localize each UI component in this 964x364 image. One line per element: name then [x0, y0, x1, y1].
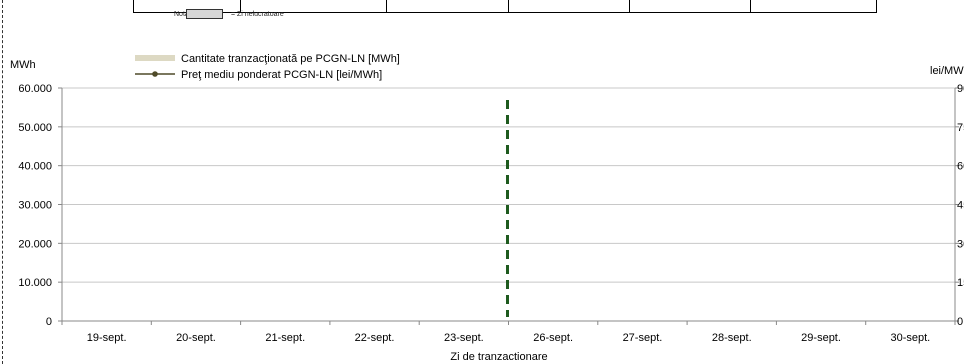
page-left-border: [2, 0, 3, 364]
table-column-divider: [629, 0, 630, 12]
x-tick-label: 28-sept.: [712, 332, 752, 344]
note-label: Nota:: [174, 11, 191, 18]
y-tick-label-left: 60.000: [18, 83, 52, 95]
y-tick-label-left: 30.000: [18, 200, 52, 212]
y-tick-label-left: 10.000: [18, 277, 52, 289]
legend: Cantitate tranzacţionată pe PCGN-LN [MWh…: [135, 53, 400, 81]
y-tick-label-right: 0: [957, 316, 963, 328]
table-column-divider: [750, 0, 751, 12]
y-tick-label-right: 75: [957, 122, 964, 134]
y-tick-labels-left: 0 10.000 20.000 30.000 40.000 50.000 60.000: [18, 83, 52, 328]
y-tick-label-right: 15: [957, 277, 964, 289]
note-text: = Zi nelucratoare: [231, 11, 284, 18]
x-tick-labels: 19-sept. 20-sept. 21-sept. 22-sept. 23-sept.…: [87, 332, 930, 344]
legend-swatch-quantity: [135, 55, 175, 61]
header-table-bottom-edge: [133, 0, 877, 13]
y-tick-label-right: 90: [957, 83, 964, 95]
y-tick-label-right: 60: [957, 161, 964, 173]
table-column-divider: [240, 0, 241, 12]
x-tick-label: 26-sept.: [533, 332, 573, 344]
x-tick-label: 29-sept.: [801, 332, 841, 344]
x-tick-label: 20-sept.: [176, 332, 216, 344]
y-tick-labels-right: 0 15 30 45 60 75 90: [957, 83, 964, 328]
x-tick-label: 27-sept.: [623, 332, 663, 344]
table-column-divider: [508, 0, 509, 12]
x-tick-label: 30-sept.: [890, 332, 930, 344]
non-working-day-swatch: [186, 9, 223, 19]
x-tick-label: 23-sept.: [444, 332, 484, 344]
y-axis-title-right: lei/MWh: [930, 65, 964, 77]
gridlines: [58, 87, 959, 322]
x-tick-label: 22-sept.: [355, 332, 395, 344]
legend-label-price: Preţ mediu ponderat PCGN-LN [lei/MWh]: [181, 69, 382, 81]
y-axis-title-left: MWh: [10, 59, 36, 71]
y-tick-label-right: 30: [957, 238, 964, 250]
legend-label-quantity: Cantitate tranzacţionată pe PCGN-LN [MWh…: [181, 53, 400, 65]
y-tick-label-left: 50.000: [18, 122, 52, 134]
x-tick-label: 19-sept.: [87, 332, 127, 344]
y-tick-label-left: 0: [46, 316, 52, 328]
x-tick-marks: [61, 321, 956, 325]
y-tick-label-left: 40.000: [18, 161, 52, 173]
y-tick-label-left: 20.000: [18, 238, 52, 250]
x-axis-title: Zi de tranzactionare: [450, 351, 547, 363]
legend-marker-price: [152, 71, 158, 77]
x-tick-label: 21-sept.: [265, 332, 305, 344]
y-tick-label-right: 45: [957, 200, 964, 212]
table-column-divider: [386, 0, 387, 12]
